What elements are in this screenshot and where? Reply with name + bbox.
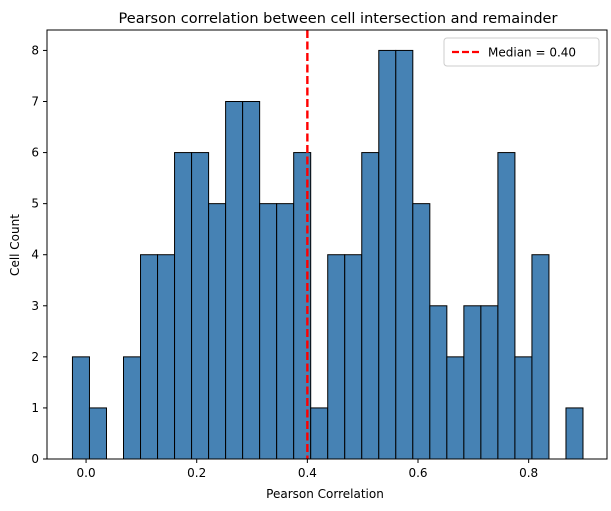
histogram-bar bbox=[361, 152, 380, 460]
x-tick-label: 0.6 bbox=[408, 466, 427, 480]
y-tick-label: 7 bbox=[31, 95, 39, 109]
y-tick-label: 3 bbox=[31, 299, 39, 313]
histogram-bar bbox=[88, 407, 107, 460]
histogram-bar bbox=[497, 152, 516, 460]
histogram-bar bbox=[463, 305, 482, 460]
y-tick-label: 5 bbox=[31, 197, 39, 211]
y-tick-label: 1 bbox=[31, 401, 39, 415]
histogram-bar bbox=[259, 203, 278, 460]
histogram-bar bbox=[208, 203, 227, 460]
histogram-bar bbox=[344, 254, 363, 460]
x-axis-label: Pearson Correlation bbox=[266, 487, 384, 501]
histogram-bar bbox=[191, 152, 210, 460]
histogram-bar bbox=[480, 305, 499, 460]
histogram-bar bbox=[412, 203, 431, 460]
x-tick-label: 0.2 bbox=[187, 466, 206, 480]
histogram-bar bbox=[174, 152, 193, 460]
histogram-bar bbox=[429, 305, 448, 460]
x-tick-label: 0.0 bbox=[77, 466, 96, 480]
histogram-bar bbox=[446, 356, 465, 460]
chart-title: Pearson correlation between cell interse… bbox=[119, 11, 558, 27]
legend-box bbox=[443, 37, 600, 67]
histogram-bar bbox=[531, 254, 550, 460]
histogram-bar bbox=[514, 356, 533, 460]
x-tick-label: 0.4 bbox=[298, 466, 317, 480]
histogram-bar bbox=[395, 49, 414, 460]
y-tick-label: 0 bbox=[31, 452, 39, 466]
x-tick-label: 0.8 bbox=[519, 466, 538, 480]
histogram-bar bbox=[157, 254, 176, 460]
plot-frame bbox=[46, 29, 608, 460]
histogram-bar bbox=[378, 49, 397, 460]
histogram-bars bbox=[71, 49, 584, 460]
y-tick-label: 6 bbox=[31, 146, 39, 160]
histogram-bar bbox=[123, 356, 142, 460]
y-tick-label: 8 bbox=[31, 43, 39, 57]
histogram-bar bbox=[276, 203, 295, 460]
x-axis-ticks: 0.0 0.2 0.4 0.6 0.8 bbox=[77, 459, 538, 480]
legend: Median = 0.40 bbox=[443, 37, 600, 67]
histogram-bar bbox=[140, 254, 159, 460]
histogram-bar bbox=[327, 254, 346, 460]
histogram-bar bbox=[71, 356, 90, 460]
y-tick-label: 2 bbox=[31, 350, 39, 364]
y-axis-ticks: 0 1 2 3 4 5 6 7 8 bbox=[31, 43, 47, 466]
histogram-bar bbox=[310, 407, 329, 460]
y-tick-label: 4 bbox=[31, 248, 39, 262]
legend-median-label: Median = 0.40 bbox=[488, 46, 576, 60]
histogram-bar bbox=[242, 101, 261, 460]
y-axis-label: Cell Count bbox=[8, 214, 22, 276]
histogram-bar bbox=[565, 407, 584, 460]
histogram-bar bbox=[225, 101, 244, 460]
